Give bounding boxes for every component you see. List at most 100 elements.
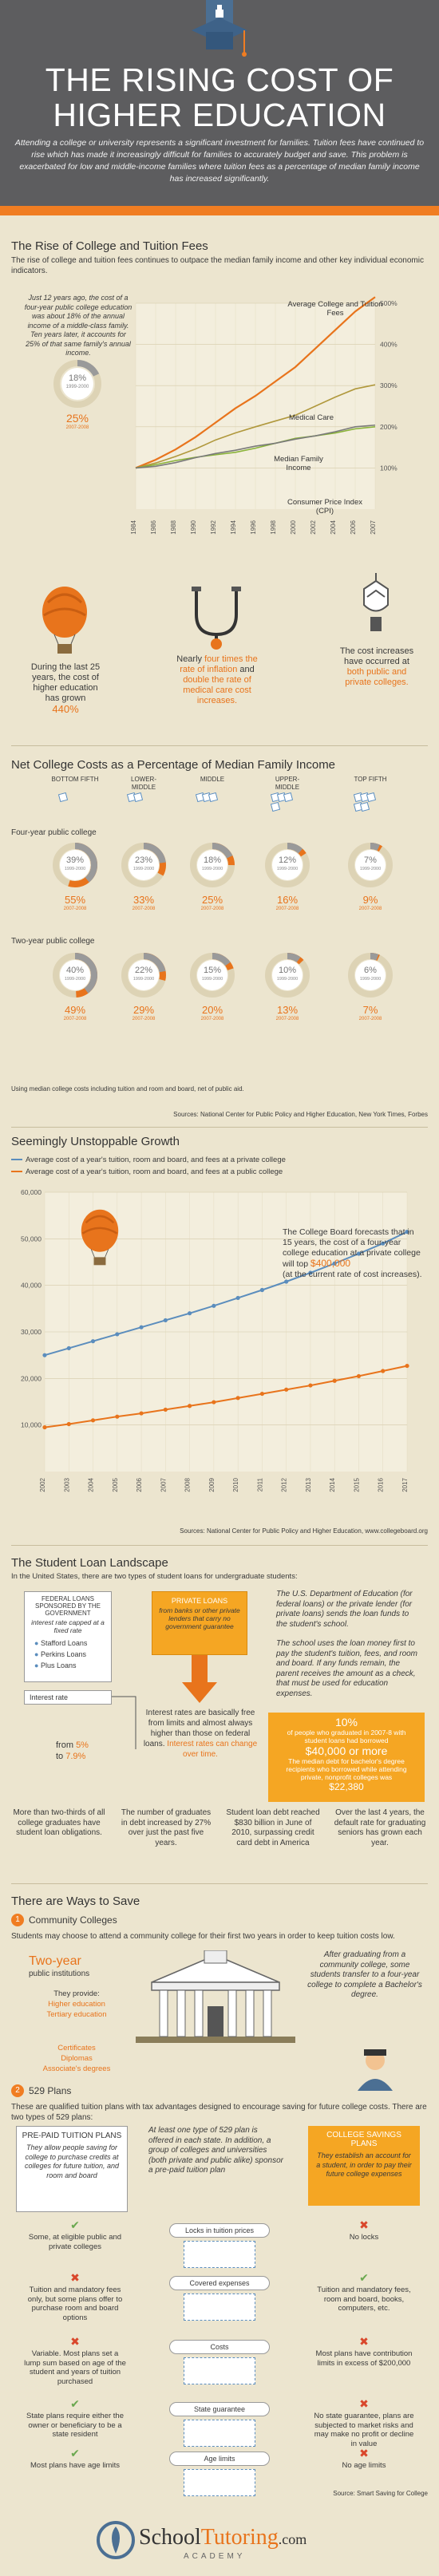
donut-pct-2007: 49% (64, 1004, 86, 1016)
data-point (308, 1270, 313, 1275)
cross-icon: ✖ (359, 2397, 369, 2410)
cross-icon: ✖ (70, 2271, 80, 2284)
data-point (308, 1383, 313, 1388)
federal-sub: interest rate capped at a fixed rate (31, 1618, 105, 1634)
savings-box: COLLEGE SAVINGS PLANS They establish an … (308, 2126, 420, 2206)
fact-2-highlight: four times the rate of inflation (180, 654, 258, 674)
comparison-left: Variable. Most plans set a lump sum base… (24, 2349, 126, 2386)
group-label: UPPER-MIDDLE (275, 776, 300, 791)
donut-pct-1999: 23% (134, 855, 153, 865)
college-building-icon (136, 1950, 295, 2043)
y-tick-label: 40,000 (21, 1282, 42, 1290)
x-tick-label: 2008 (184, 1477, 192, 1491)
dept-text: The U.S. Department of Education (for fe… (276, 1590, 413, 1629)
comparison-right: Tuition and mandatory fees, room and boa… (317, 2286, 411, 2313)
comparison-icon (184, 2420, 255, 2447)
transfer-text: After graduating from a community colleg… (307, 1950, 422, 1999)
net-donut (53, 843, 97, 887)
group-label: MIDDLE (200, 776, 225, 783)
federal-item-label: Stafford Loans (40, 1639, 88, 1647)
x-tick-label: 1984 (130, 520, 137, 534)
brand-tutoring: Tutoring (200, 2525, 279, 2550)
plan-title: 529 Plans (29, 2085, 72, 2096)
donut-pct-1999: 22% (134, 966, 153, 975)
brand-sub: ACADEMY (184, 2552, 246, 2561)
provide-item: Certificates (57, 2044, 96, 2053)
stat-4: Over the last 4 years, the default rate … (334, 1808, 426, 1847)
stat-3: Student loan debt reached $830 billion i… (226, 1808, 320, 1847)
series-line (135, 296, 376, 469)
rise-line-chart: 100% 200% 300% 400% 500% 1984 1986 1988 1990 1992… (130, 296, 397, 535)
comparison-right: No state guarantee, plans are subjected … (314, 2412, 414, 2448)
fact-3: The cost increases have occurred at both… (335, 646, 418, 688)
plan-num: 2 (11, 2084, 24, 2097)
donut-year-1999: 1999-2000 (359, 977, 382, 982)
x-tick-label: 2004 (88, 1477, 95, 1491)
net-donut (121, 953, 166, 998)
donut-year-2007: 2007-2008 (275, 1017, 299, 1021)
logo-icon (97, 2521, 135, 2559)
provide-item: Diplomas (61, 2054, 93, 2063)
comparison-label: Age limits (169, 2452, 270, 2466)
rise-donut (53, 360, 101, 408)
data-point (163, 1318, 168, 1323)
cc-text: Students may choose to attend a communit… (11, 1932, 395, 1941)
private-rates: Interest rates are basically free from l… (140, 1708, 260, 1760)
data-point (259, 1287, 264, 1293)
check-icon: ✔ (70, 2397, 80, 2410)
donut-pct-2007: 20% (201, 1004, 223, 1016)
data-point (235, 1295, 240, 1301)
data-point (405, 1229, 409, 1235)
provide-item: Associate's degrees (42, 2064, 111, 2073)
legend-public-label: Average cost of a year's tuition, room a… (26, 1167, 283, 1176)
comparison-right: No age limits (342, 2461, 386, 2470)
donut-year-2007: 2007-2008 (63, 1017, 87, 1021)
series-label-text: Median Family Income (274, 455, 323, 472)
donut-hole (272, 850, 303, 880)
donut-pct-1999: 40% (65, 966, 85, 975)
group-label: BOTTOM FIFTH (51, 776, 99, 783)
data-point (115, 1332, 120, 1337)
rise-subtitle: The rise of college and tuition fees con… (11, 256, 424, 275)
orange-bar (0, 206, 439, 215)
brand-school: School (139, 2525, 201, 2550)
donut-pct-2007: 9% (362, 894, 378, 906)
money-icon (359, 801, 370, 812)
donut-pct-1999: 18% (203, 855, 222, 865)
rise-donut-pct: 18% (68, 373, 87, 383)
fact-1: During the last 25 years, the cost of hi… (26, 662, 105, 716)
provide-item: Higher education (48, 2000, 105, 2009)
donut-hole (355, 960, 386, 990)
donut-year-2007: 2007-2008 (132, 1017, 156, 1021)
donut-pct-1999: 39% (65, 855, 85, 865)
middle-text: At least one type of 529 plan is offered… (148, 2126, 283, 2175)
donut-pct-1999: 7% (364, 855, 377, 865)
two-year: Two-year (29, 1954, 81, 1968)
donut-year-1999: 1999-2000 (64, 867, 86, 871)
federal-item: ● Stafford Loans (34, 1639, 88, 1647)
federal-item: ● Plus Loans (34, 1661, 77, 1669)
data-point (356, 1251, 362, 1256)
debt-text: of people who graduated in 2007-8 with s… (287, 1729, 406, 1744)
money-icon (132, 792, 144, 803)
series-line (44, 1231, 408, 1357)
data-point (405, 1363, 409, 1369)
net-donut (190, 843, 235, 887)
donut-year-2007: 2007-2008 (275, 907, 299, 911)
fact-2-mid: and (239, 665, 255, 674)
provide-label: They provide: (53, 1989, 100, 1998)
loan-stats: More than two-thirds of all college grad… (11, 1808, 428, 1872)
fact-1-highlight: 440% (52, 703, 79, 715)
donut-year-1999: 1999-2000 (359, 867, 382, 871)
legend-public-swatch (11, 1171, 22, 1173)
comparison-left: State plans require either the owner or … (26, 2412, 124, 2439)
money-icon (57, 792, 69, 803)
data-point (42, 1353, 47, 1357)
comparison-label: Locks in tuition prices (169, 2223, 270, 2238)
donut-arc-1999 (265, 843, 310, 887)
data-point (139, 1411, 144, 1416)
stat-2: The number of graduates in debt increase… (121, 1808, 212, 1847)
data-point (284, 1279, 289, 1284)
federal-list: ● Stafford Loans ● Perkins Loans ● Plus … (25, 1638, 111, 1671)
check-icon: ✔ (70, 2218, 80, 2231)
